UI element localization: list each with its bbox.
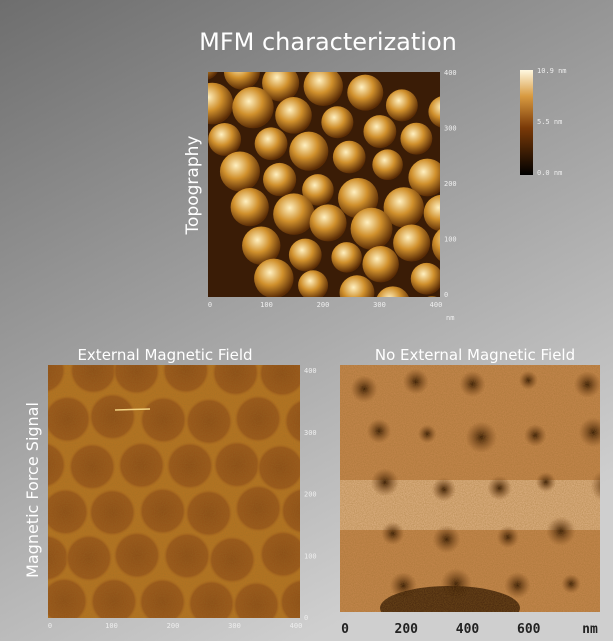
grain xyxy=(310,204,347,241)
x-tick-label: 100 xyxy=(260,301,273,309)
side-label: Magnetic Force Signal xyxy=(23,402,42,578)
title: MFM characterization xyxy=(199,28,457,56)
grain xyxy=(289,132,328,171)
y-tick-label: 400 xyxy=(444,69,457,77)
y-tick-label: 100 xyxy=(444,236,457,244)
grain xyxy=(298,270,328,300)
x-tick-label: 400 xyxy=(430,301,443,309)
grain xyxy=(386,89,418,121)
grain xyxy=(208,123,241,156)
y-tick-label: 300 xyxy=(444,125,457,133)
mfm-external-image xyxy=(18,346,332,629)
grain xyxy=(362,246,398,282)
colorbar xyxy=(520,70,533,175)
grain xyxy=(321,106,353,138)
colorbar-label: 0.0 nm xyxy=(537,169,562,177)
x-tick-label: 300 xyxy=(228,622,241,630)
x-tick-label: 300 xyxy=(373,301,386,309)
grain xyxy=(273,193,314,234)
unit-label: nm xyxy=(446,314,454,322)
grain xyxy=(351,208,393,250)
figure: MFM characterization Topography Magnetic… xyxy=(0,0,613,641)
grain xyxy=(254,259,293,298)
y-tick-label: 0 xyxy=(444,291,448,299)
y-tick-label: 200 xyxy=(444,180,457,188)
grain xyxy=(411,263,443,295)
x-tick-label: 0 xyxy=(341,622,349,637)
grain xyxy=(275,97,312,134)
grain xyxy=(231,188,269,226)
grain xyxy=(255,127,288,160)
colorbar-label: 5.5 nm xyxy=(537,118,562,126)
x-tick-label: 400 xyxy=(456,622,480,637)
x-tick-label: 600 xyxy=(517,622,541,637)
grain xyxy=(400,123,432,155)
y-tick-label: 0 xyxy=(304,614,308,622)
topography-label: Topography xyxy=(183,136,203,236)
x-tick-label: 200 xyxy=(395,622,419,637)
grain xyxy=(347,75,383,111)
panel-title: No External Magnetic Field xyxy=(375,346,575,364)
mfm-no-field-image xyxy=(340,365,613,630)
x-tick-label: 0 xyxy=(208,301,212,309)
x-tick-label: 200 xyxy=(167,622,180,630)
grain xyxy=(263,163,296,196)
y-tick-label: 200 xyxy=(304,491,317,499)
colorbar-label: 10.9 nm xyxy=(537,67,567,75)
grain xyxy=(304,67,343,106)
y-tick-label: 100 xyxy=(304,552,317,560)
x-tick-label: 0 xyxy=(48,622,52,630)
panel-title: External Magnetic Field xyxy=(77,346,252,364)
grain xyxy=(220,151,260,191)
y-tick-label: 400 xyxy=(304,367,317,375)
grain xyxy=(363,115,396,148)
grain xyxy=(333,141,366,174)
grain xyxy=(232,87,273,128)
x-tick-label: nm xyxy=(582,622,598,637)
x-tick-label: 400 xyxy=(290,622,303,630)
grain xyxy=(372,149,403,180)
x-tick-label: 100 xyxy=(105,622,118,630)
x-tick-label: 200 xyxy=(317,301,330,309)
grain xyxy=(331,242,361,272)
y-tick-label: 300 xyxy=(304,429,317,437)
grain xyxy=(393,224,430,261)
grain xyxy=(289,239,322,272)
